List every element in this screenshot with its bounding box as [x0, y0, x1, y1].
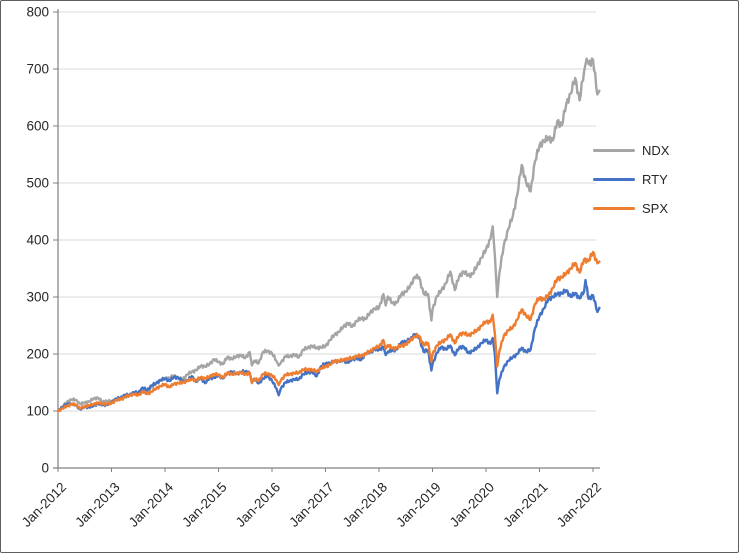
- x-axis-labels: Jan-2012 Jan-2013 Jan-2014 Jan-2015 Jan-2016…: [19, 468, 604, 530]
- legend-swatch-ndx: [593, 149, 635, 152]
- y-tick-label-600: 600: [26, 119, 49, 134]
- x-tick-label-Jan-2022: Jan-2022: [554, 480, 604, 530]
- legend-label-rty: RTY: [642, 172, 668, 187]
- y-tick-label-100: 100: [26, 404, 49, 419]
- legend-swatch-spx: [593, 207, 635, 210]
- legend-swatch-rty: [593, 178, 635, 181]
- legend: NDX RTY SPX: [593, 136, 669, 223]
- y-tick-label-200: 200: [26, 347, 49, 362]
- y-tick-label-700: 700: [26, 62, 49, 77]
- y-tick-label-500: 500: [26, 176, 49, 191]
- x-tick-label-Jan-2021: Jan-2021: [500, 480, 550, 530]
- series-line-ndx: [56, 57, 601, 413]
- gridlines: [53, 11, 596, 469]
- y-tick-label-300: 300: [26, 290, 49, 305]
- x-tick-label-Jan-2012: Jan-2012: [19, 480, 69, 530]
- y-tick-label-400: 400: [26, 233, 49, 248]
- x-tick-label-Jan-2018: Jan-2018: [340, 480, 390, 530]
- x-tick-label-Jan-2017: Jan-2017: [286, 480, 336, 530]
- legend-item-spx: SPX: [593, 194, 669, 223]
- x-tick-label-Jan-2016: Jan-2016: [233, 480, 283, 530]
- axes: [53, 9, 600, 469]
- legend-label-ndx: NDX: [642, 143, 670, 158]
- series-line-spx: [56, 250, 601, 413]
- y-tick-label-0: 0: [41, 461, 49, 476]
- y-tick-label-800: 800: [26, 5, 49, 20]
- legend-item-ndx: NDX: [593, 136, 669, 165]
- x-tick-label-Jan-2014: Jan-2014: [126, 479, 177, 530]
- y-axis-labels: 0 100 200 300 400 500 600 700 800: [26, 5, 49, 476]
- x-tick-label-Jan-2015: Jan-2015: [179, 480, 229, 530]
- series-lines: [56, 57, 601, 413]
- x-tick-label-Jan-2013: Jan-2013: [72, 480, 122, 530]
- legend-item-rty: RTY: [593, 165, 669, 194]
- legend-label-spx: SPX: [642, 201, 669, 216]
- x-tick-label-Jan-2019: Jan-2019: [393, 480, 443, 530]
- x-tick-label-Jan-2020: Jan-2020: [447, 480, 497, 530]
